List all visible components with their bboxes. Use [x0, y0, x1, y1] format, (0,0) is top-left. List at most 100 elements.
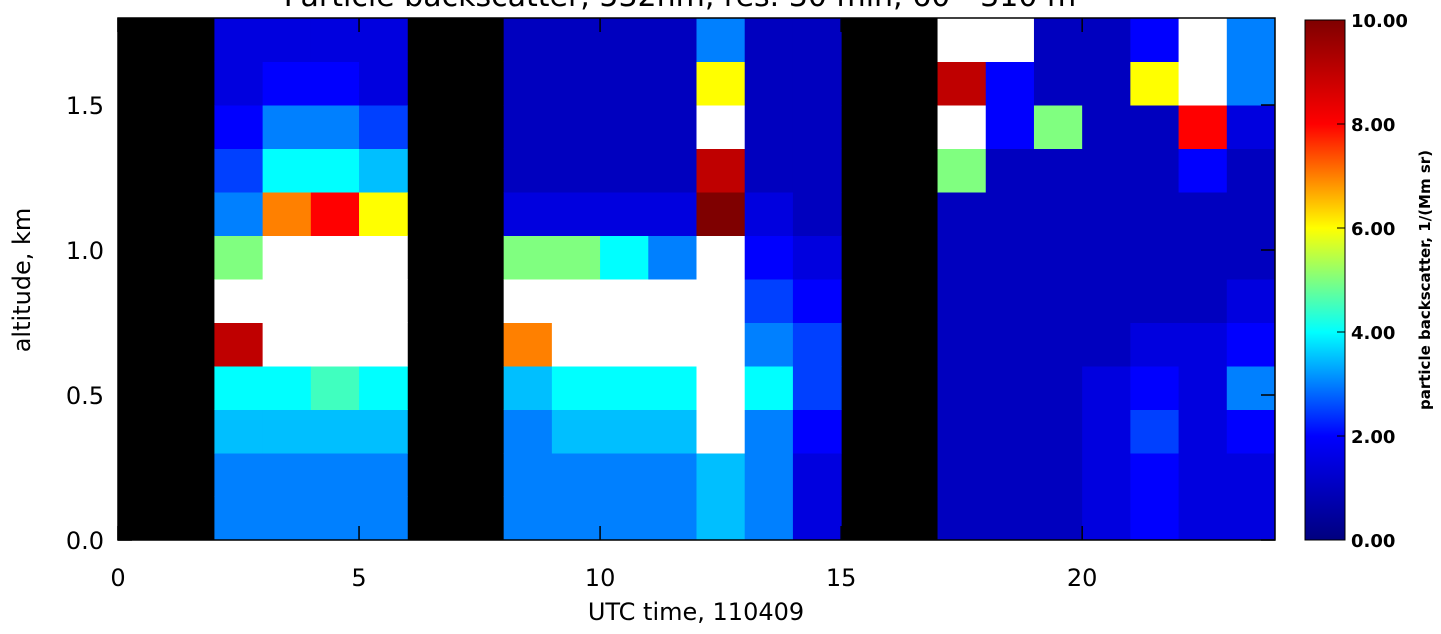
heatmap-cell: [937, 235, 987, 280]
heatmap-cell: [744, 148, 794, 193]
heatmap-cell: [985, 18, 1035, 62]
heatmap-cell: [1226, 453, 1276, 497]
heatmap-cell: [696, 105, 746, 149]
heatmap-cell: [1130, 496, 1180, 541]
heatmap-cell: [1178, 496, 1228, 541]
heatmap-cell: [262, 61, 312, 106]
heatmap-cell: [1178, 279, 1228, 323]
heatmap-cell: [262, 409, 312, 454]
x-axis-label: UTC time, 110409: [588, 598, 804, 626]
heatmap-cell: [937, 496, 987, 541]
heatmap-cell: [648, 496, 697, 541]
heatmap-cell: [551, 453, 601, 497]
heatmap-cell: [937, 148, 987, 193]
heatmap-cell: [214, 235, 264, 280]
heatmap-cell: [262, 279, 312, 323]
heatmap-cell: [262, 366, 312, 410]
heatmap-cell: [310, 496, 360, 541]
heatmap-cell: [985, 61, 1035, 106]
heatmap-cell: [696, 453, 746, 497]
heatmap-cell: [1033, 322, 1083, 367]
heatmap-cell: [648, 322, 697, 367]
heatmap-cell: [262, 148, 312, 193]
heatmap-cell: [1178, 18, 1228, 62]
heatmap-cell: [985, 192, 1035, 236]
heatmap-cell: [359, 322, 408, 367]
heatmap-cell: [551, 409, 601, 454]
heatmap-cell: [503, 105, 553, 149]
heatmap-cell: [1130, 279, 1180, 323]
heatmap-cell: [1178, 235, 1228, 280]
heatmap-cell: [1226, 235, 1276, 280]
heatmap-cell: [937, 409, 987, 454]
heatmap-cell: [551, 235, 601, 280]
heatmap-cell: [551, 105, 601, 149]
heatmap-cell: [600, 192, 649, 236]
heatmap-cell: [792, 409, 842, 454]
heatmap-cell: [1033, 235, 1083, 280]
heatmap-cell: [937, 322, 987, 367]
heatmap-cell: [551, 192, 601, 236]
heatmap-cell: [792, 453, 842, 497]
heatmap-cell: [1082, 366, 1131, 410]
heatmap-cell: [937, 366, 987, 410]
colorbar-tick-label: 8.00: [1351, 115, 1395, 136]
heatmap-cell: [1178, 61, 1228, 106]
heatmap-cell: [214, 105, 264, 149]
heatmap-cell: [600, 148, 649, 193]
heatmap-cell: [1178, 148, 1228, 193]
y-tick-label: 1.0: [66, 237, 104, 265]
heatmap-cell: [1130, 148, 1180, 193]
heatmap-cell: [214, 453, 264, 497]
heatmap-cell: [792, 105, 842, 149]
heatmap-cell: [792, 279, 842, 323]
heatmap-cell: [359, 148, 408, 193]
heatmap-cell: [1130, 192, 1180, 236]
heatmap-cell: [214, 366, 264, 410]
heatmap-cell: [600, 453, 649, 497]
heatmap-cell: [262, 192, 312, 236]
heatmap-cell: [503, 61, 553, 106]
chart-title: Particle backscatter, 532nm, res. 30 min…: [284, 0, 1076, 14]
heatmap-cell: [214, 409, 264, 454]
heatmap-cell: [359, 18, 408, 62]
x-tick-label: 10: [585, 564, 616, 592]
heatmap-cell: [744, 192, 794, 236]
heatmap-cell: [1033, 496, 1083, 541]
heatmap-cell: [1033, 18, 1083, 62]
x-tick-label: 5: [351, 564, 366, 592]
heatmap-cell: [985, 453, 1035, 497]
heatmap-cell: [1226, 18, 1276, 62]
heatmap-cell: [359, 192, 408, 236]
heatmap-cell: [648, 366, 697, 410]
heatmap-cell: [1082, 18, 1131, 62]
heatmap-cell: [648, 409, 697, 454]
colorbar-label: particle backscatter, 1/(Mm sr): [1416, 150, 1434, 410]
heatmap-cell: [310, 322, 360, 367]
heatmap-cell: [648, 61, 697, 106]
heatmap-cell: [359, 366, 408, 410]
heatmap-cell: [1033, 366, 1083, 410]
heatmap-cell: [551, 61, 601, 106]
heatmap-cell: [503, 409, 553, 454]
heatmap-cell: [600, 105, 649, 149]
heatmap-cell: [214, 192, 264, 236]
heatmap-cell: [1178, 105, 1228, 149]
heatmap-cell: [359, 235, 408, 280]
heatmap-cell: [600, 18, 649, 62]
heatmap-cell: [1130, 453, 1180, 497]
heatmap-cell: [985, 105, 1035, 149]
heatmap-cell: [214, 18, 264, 62]
heatmap-cell: [551, 279, 601, 323]
heatmap-cell: [744, 496, 794, 541]
heatmap-cell: [1033, 61, 1083, 106]
heatmap-cell: [214, 496, 264, 541]
heatmap-cell: [792, 61, 842, 106]
heatmap-cell: [696, 366, 746, 410]
heatmap-cell: [1082, 453, 1131, 497]
heatmap-cell: [551, 496, 601, 541]
heatmap-cell: [744, 61, 794, 106]
heatmap-cell: [1226, 322, 1276, 367]
heatmap-cell: [310, 279, 360, 323]
